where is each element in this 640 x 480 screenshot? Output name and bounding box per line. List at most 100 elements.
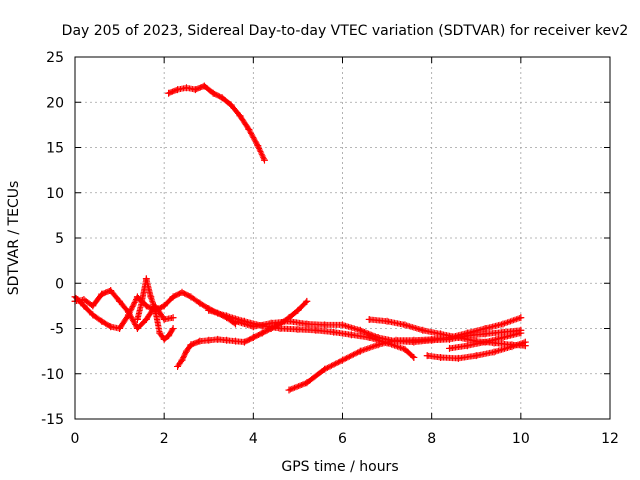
data-point (321, 321, 329, 329)
chart-title: Day 205 of 2023, Sidereal Day-to-day VTE… (62, 23, 629, 39)
data-point (165, 332, 173, 340)
data-marks (71, 82, 529, 394)
data-point (472, 352, 480, 360)
data-point (499, 320, 507, 328)
x-tick-label: 6 (338, 431, 347, 447)
data-point (463, 342, 471, 350)
data-point (454, 354, 462, 362)
data-point (339, 356, 346, 364)
data-point (437, 330, 445, 338)
data-point (312, 326, 320, 334)
data-point (125, 308, 132, 316)
data-point (151, 306, 159, 314)
data-point (294, 325, 302, 333)
data-point (214, 335, 222, 343)
x-tick-label: 8 (427, 431, 436, 447)
data-point (339, 321, 346, 329)
data-point (410, 353, 418, 361)
data-point (187, 293, 195, 301)
y-tick-label: 0 (55, 276, 64, 292)
data-point (133, 315, 141, 323)
data-point (383, 317, 391, 325)
data-point (499, 334, 507, 342)
data-point (285, 317, 293, 325)
data-point (481, 325, 489, 332)
data-point (285, 386, 293, 394)
data-point (169, 325, 177, 332)
data-point (209, 89, 217, 97)
y-tick-label: 25 (46, 50, 64, 66)
data-point (517, 314, 525, 322)
data-point (294, 306, 302, 314)
data-point (174, 363, 182, 371)
data-series-arc-d (174, 298, 310, 370)
data-point (321, 365, 329, 373)
data-point (463, 329, 471, 337)
data-point (160, 302, 168, 310)
data-point (356, 347, 364, 355)
data-point (423, 352, 431, 360)
data-point (401, 321, 409, 329)
y-tick-label: -10 (41, 367, 64, 383)
data-point (218, 94, 226, 102)
data-point (374, 341, 382, 349)
data-point (303, 297, 311, 305)
x-tick-label: 12 (601, 431, 619, 447)
data-point (374, 334, 382, 342)
data-point (223, 312, 231, 320)
data-point (245, 125, 253, 133)
data-point (160, 315, 168, 323)
data-point (107, 323, 115, 331)
data-point (174, 86, 182, 94)
data-point (267, 319, 275, 327)
data-point (419, 326, 427, 334)
grid-lines (75, 57, 610, 419)
data-point (165, 89, 173, 97)
data-series-arc-high (165, 82, 268, 164)
data-point (392, 336, 400, 344)
data-point (182, 84, 190, 92)
data-point (254, 142, 262, 150)
data-point (227, 101, 235, 109)
data-point (517, 329, 525, 337)
data-point (330, 328, 338, 336)
y-tick-label: 10 (46, 186, 64, 202)
data-point (232, 317, 239, 325)
data-point (508, 343, 516, 351)
y-tick-label: 20 (46, 95, 64, 111)
x-tick-label: 4 (249, 431, 258, 447)
plot-frame (74, 56, 611, 420)
data-point (236, 112, 244, 120)
y-tick-label: 15 (46, 141, 64, 157)
data-series-arc-e (205, 307, 417, 361)
data-point (240, 338, 248, 346)
data-point (142, 302, 150, 310)
data-point (410, 336, 418, 344)
data-point (205, 306, 213, 314)
x-axis-label: GPS time / hours (281, 459, 398, 475)
data-point (196, 299, 204, 307)
data-point (142, 315, 150, 323)
data-point (276, 325, 284, 332)
data-point (116, 297, 124, 305)
data-point (521, 338, 529, 346)
y-tick-label: 5 (55, 231, 64, 247)
data-point (365, 315, 373, 323)
data-point (200, 82, 208, 90)
data-point (80, 302, 88, 310)
data-point (437, 353, 445, 361)
x-tick-label: 10 (512, 431, 530, 447)
data-point (347, 331, 355, 339)
y-tick-label: -5 (50, 322, 64, 338)
data-point (80, 296, 88, 304)
data-point (107, 286, 115, 294)
data-point (303, 379, 311, 387)
data-point (116, 325, 124, 332)
data-point (133, 325, 141, 332)
data-point (205, 336, 213, 344)
data-point (156, 329, 164, 337)
data-point (303, 320, 311, 328)
data-point (258, 329, 266, 337)
data-point (356, 326, 364, 334)
